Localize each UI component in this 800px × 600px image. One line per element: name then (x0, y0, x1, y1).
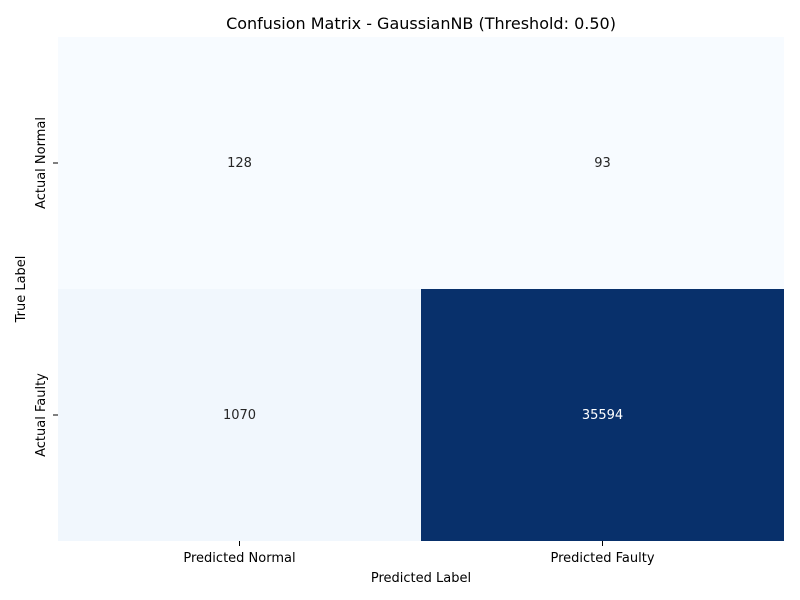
cell-value-label-0-0: 128 (227, 156, 252, 171)
heatmap-cells: 128 93 1070 35594 (58, 37, 784, 541)
x-tick-label-0: Predicted Normal (183, 551, 295, 566)
cell-value-label-0-1: 93 (594, 156, 611, 171)
y-axis-ticks: Actual Normal Actual Faulty (34, 117, 58, 457)
x-tick-label-1: Predicted Faulty (550, 551, 654, 566)
heatmap-cell-0-0 (58, 37, 421, 289)
y-axis-label: True Label (14, 256, 29, 324)
heatmap-cell-1-1 (421, 289, 784, 541)
y-tick-label-1: Actual Faulty (34, 373, 49, 457)
heatmap-cell-1-0 (58, 289, 421, 541)
x-axis-ticks: Predicted Normal Predicted Faulty (183, 541, 655, 566)
cell-value-label-1-0: 1070 (223, 408, 256, 423)
cell-value-label-1-1: 35594 (582, 408, 623, 423)
heatmap-cell-0-1 (421, 37, 784, 289)
x-axis-label: Predicted Label (371, 571, 471, 586)
y-tick-label-0: Actual Normal (34, 117, 49, 209)
chart-title: Confusion Matrix - GaussianNB (Threshold… (226, 14, 616, 33)
